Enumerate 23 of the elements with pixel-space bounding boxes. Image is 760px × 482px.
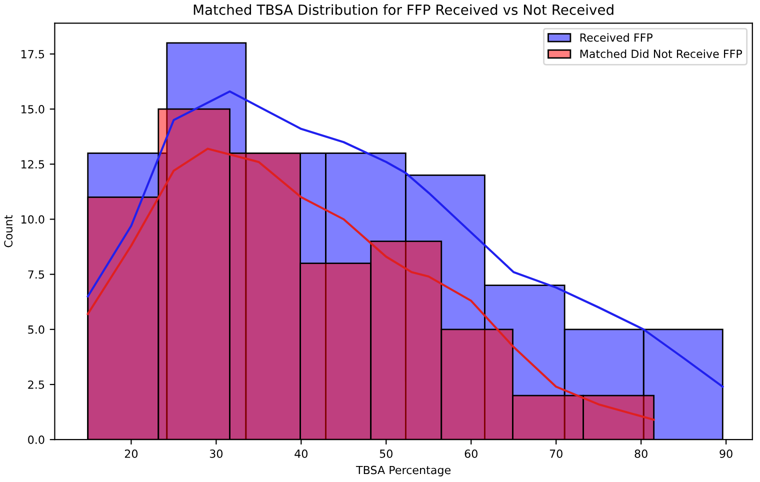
legend-label: Received FFP [580,33,653,42]
y-tick-label: 2.5 [28,380,44,389]
legend-label: Matched Did Not Receive FFP [580,49,742,58]
x-axis-title: TBSA Percentage [356,466,451,476]
y-tick-label: 5.0 [28,325,44,334]
y-tick-label: 15.0 [21,105,44,114]
y-tick-label: 10.0 [21,215,44,224]
line-series [86,90,724,388]
y-tick-label: 0.0 [28,436,44,444]
y-tick-label: 17.5 [21,50,44,58]
chart-title: Matched TBSA Distribution for FFP Received vs Not Received [194,4,614,15]
x-tick-label: 20 [124,450,138,458]
x-tick-label: 60 [464,450,478,458]
y-tick-label: 7.5 [28,270,44,279]
x-tick-label: 70 [550,450,562,458]
x-tick-label: 80 [634,450,648,458]
x-tick-label: 40 [294,450,308,458]
line-series [86,148,655,421]
x-tick-label: 30 [210,450,223,458]
x-tick-label: 90 [720,450,732,458]
y-tick-label: 12.5 [21,160,44,169]
x-tick-label: 50 [380,450,392,458]
y-axis-title: Count [4,215,13,248]
